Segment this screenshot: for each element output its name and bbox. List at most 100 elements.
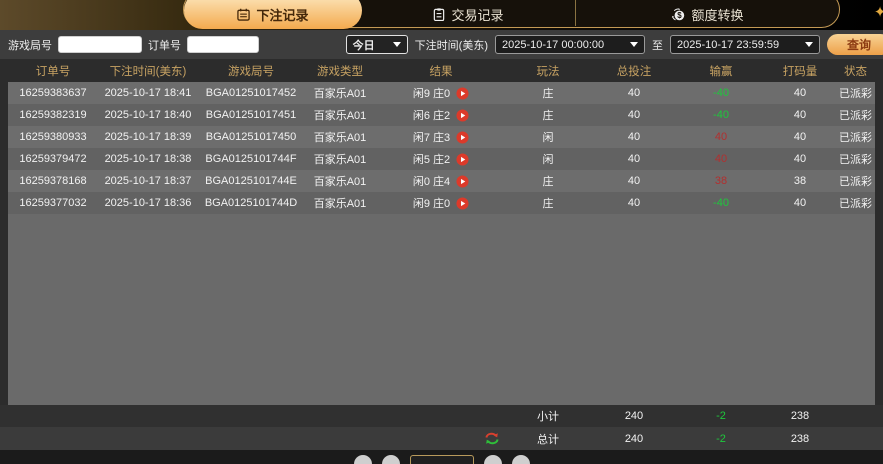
cell-status: 已派彩 (839, 176, 872, 188)
column-header: 玩法 (536, 65, 560, 78)
result-text: 闲9 庄0 (412, 198, 451, 210)
chevron-down-icon (392, 42, 401, 47)
column-header: 游戏局号 (228, 65, 274, 78)
play-video-icon[interactable] (456, 196, 469, 210)
cell-game-round: BGA0125101744F (205, 153, 297, 165)
cell-game-round: BGA01251017452 (205, 87, 297, 99)
cell-play-type: 闲 (542, 154, 554, 166)
date-to-label: 至 (652, 39, 663, 52)
order-no-input[interactable] (187, 36, 259, 53)
query-button[interactable]: 查询 (827, 34, 883, 55)
cell-order-no: 16259378168 (19, 175, 87, 187)
cell-order-no: 16259377032 (19, 197, 87, 209)
cell-result: 闲0 庄4 (376, 173, 506, 189)
cell-game-type: 百家乐A01 (313, 154, 367, 166)
currency-swap-icon[interactable] (484, 432, 500, 445)
total-row: 总计 240 -2 238 (0, 427, 883, 450)
total-turnover: 238 (790, 432, 810, 445)
column-header: 游戏类型 (317, 65, 363, 78)
cell-total-bet: 40 (627, 109, 641, 121)
subtotal-label: 小计 (537, 411, 559, 423)
cell-bet-time: 2025-10-17 18:39 (104, 131, 192, 143)
coin-transfer-icon: $ (672, 7, 685, 20)
page-number-box[interactable] (409, 455, 474, 464)
play-video-icon[interactable] (456, 174, 469, 188)
table-row[interactable]: 16259379472 2025-10-17 18:38 BGA01251017… (8, 148, 875, 170)
cell-play-type: 庄 (542, 88, 554, 100)
cell-total-bet: 40 (627, 175, 641, 187)
cell-game-round: BGA0125101744E (205, 175, 297, 187)
play-video-icon[interactable] (456, 152, 469, 166)
window-corner-icon[interactable]: ✦ (873, 4, 883, 21)
cell-turnover: 40 (793, 131, 807, 143)
cell-order-no: 16259379472 (19, 153, 87, 165)
table-header: 订单号 下注时间(美东) 游戏局号 游戏类型 结果 玩法 总投注 输赢 打码量 状态 (0, 59, 883, 82)
prev-page-button[interactable] (381, 455, 400, 464)
cell-play-type: 庄 (542, 176, 554, 188)
last-page-button[interactable] (511, 455, 530, 464)
tab-label: 下注记录 (256, 7, 309, 23)
cell-game-type: 百家乐A01 (313, 110, 367, 122)
bottom-bar (0, 450, 883, 464)
cell-status: 已派彩 (839, 198, 872, 210)
cell-turnover: 40 (793, 153, 807, 165)
period-select[interactable]: 今日 (345, 35, 408, 54)
cell-win-loss: 40 (714, 153, 728, 165)
game-round-input[interactable] (58, 36, 142, 53)
first-page-button[interactable] (353, 455, 372, 464)
total-win-loss: -2 (716, 432, 726, 445)
column-header: 总投注 (616, 65, 652, 78)
table-row[interactable]: 16259377032 2025-10-17 18:36 BGA01251017… (8, 192, 875, 214)
tab-bar: 下注记录 交易记录 $ 额度转换 (183, 0, 840, 29)
cell-bet-time: 2025-10-17 18:40 (104, 109, 192, 121)
result-text: 闲5 庄2 (412, 154, 451, 166)
play-video-icon[interactable] (456, 130, 469, 144)
cell-status: 已派彩 (839, 154, 872, 166)
result-text: 闲6 庄2 (412, 110, 451, 122)
cell-order-no: 16259383637 (19, 87, 87, 99)
cell-game-type: 百家乐A01 (313, 198, 367, 210)
column-header: 输赢 (709, 65, 733, 78)
clipboard-icon (434, 7, 445, 21)
order-no-label: 订单号 (148, 39, 181, 52)
cell-total-bet: 40 (627, 131, 641, 143)
column-header: 结果 (429, 65, 453, 78)
date-from-value: 2025-10-17 00:00:00 (502, 38, 605, 51)
date-from-select[interactable]: 2025-10-17 00:00:00 (495, 35, 645, 54)
tab-credit-conversion[interactable]: $ 额度转换 (576, 0, 839, 29)
play-video-icon[interactable] (456, 86, 469, 100)
table-empty-area (8, 214, 875, 405)
play-video-icon[interactable] (456, 108, 469, 122)
subtotal-turnover: 238 (790, 410, 810, 422)
tab-betting-records[interactable]: 下注记录 (184, 0, 362, 29)
table-row[interactable]: 16259378168 2025-10-17 18:37 BGA01251017… (8, 170, 875, 192)
table-row[interactable]: 16259382319 2025-10-17 18:40 BGA01251017… (8, 104, 875, 126)
total-total-bet: 240 (624, 432, 644, 445)
svg-text:$: $ (678, 11, 683, 20)
next-page-button[interactable] (483, 455, 502, 464)
tab-label: 交易记录 (451, 7, 504, 23)
subtotal-win-loss: -2 (716, 410, 726, 422)
cell-order-no: 16259382319 (19, 109, 87, 121)
cell-play-type: 庄 (542, 110, 554, 122)
total-label: 总计 (537, 433, 559, 446)
cell-win-loss: 40 (714, 131, 728, 143)
tab-transaction-records[interactable]: 交易记录 (362, 0, 575, 29)
subtotal-total-bet: 240 (624, 410, 644, 422)
cell-status: 已派彩 (839, 132, 872, 144)
date-to-select[interactable]: 2025-10-17 23:59:59 (670, 35, 820, 54)
cell-turnover: 40 (793, 109, 807, 121)
cell-game-type: 百家乐A01 (313, 176, 367, 188)
cell-result: 闲7 庄3 (376, 129, 506, 145)
cell-status: 已派彩 (839, 88, 872, 100)
cell-bet-time: 2025-10-17 18:41 (104, 87, 192, 99)
pagination (353, 455, 530, 464)
cell-play-type: 庄 (542, 198, 554, 210)
cell-bet-time: 2025-10-17 18:37 (104, 175, 192, 187)
cell-total-bet: 40 (627, 87, 641, 99)
cell-total-bet: 40 (627, 153, 641, 165)
column-header: 打码量 (782, 65, 818, 78)
table-row[interactable]: 16259383637 2025-10-17 18:41 BGA01251017… (8, 82, 875, 104)
table-row[interactable]: 16259380933 2025-10-17 18:39 BGA01251017… (8, 126, 875, 148)
